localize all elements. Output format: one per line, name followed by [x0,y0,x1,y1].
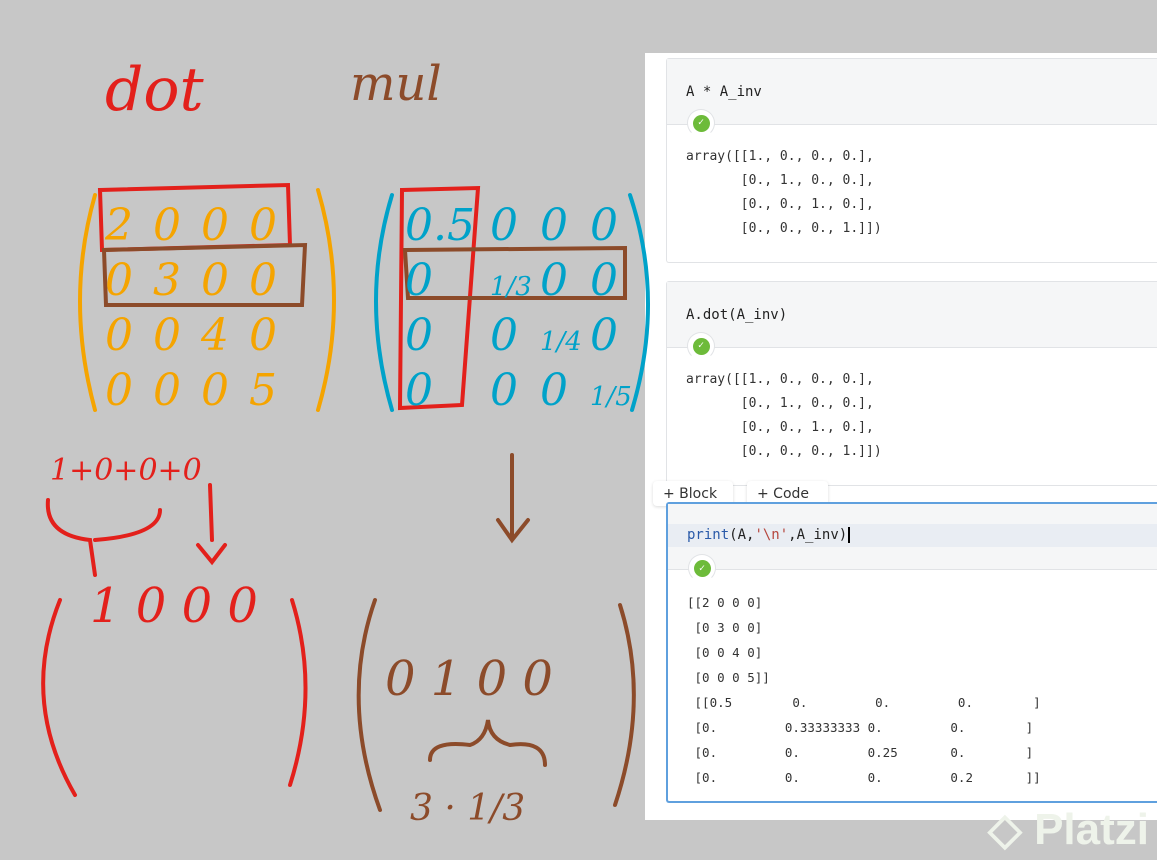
row-highlight-box-inv [402,245,627,300]
blue-left-paren [374,193,394,412]
active-line: print(A,'\n',A_inv) [668,524,1157,547]
brown-right-paren [613,603,636,807]
matrix-inv-entry: 0 [405,310,433,361]
matrix-a-entry: 0 [249,200,277,251]
matrix-a-entry: 0 [153,365,181,416]
column-highlight-box [397,185,481,411]
platzi-watermark-text: Platzi [1034,805,1149,854]
matrix-inv-entry: 0 [405,365,433,416]
run-success-badge: ✓ [687,332,715,360]
matrix-a-entry: 0 [201,200,229,251]
matrix-inv-entry: 0 [490,200,518,251]
matrix-inv-entry: 0 [490,310,518,361]
matrix-inv-entry: 0.5 [405,200,475,251]
code-arg: A, [737,527,755,543]
matrix-inv-entry: 0 [540,255,568,306]
orange-right-paren [316,188,336,412]
arrow-down-icon [196,483,227,566]
add-code-button[interactable]: + Code [747,481,828,506]
mul-result-note: 3 · 1/3 [410,788,525,829]
row-highlight-box [97,182,293,253]
code-string: '\n' [754,527,789,543]
text-cursor [848,527,851,543]
red-left-paren [41,598,77,797]
matrix-inv-entry: 1/4 [540,327,582,357]
cell-1-code[interactable]: A * A_inv ✓ [667,59,1157,137]
arrow-down-icon [496,453,530,544]
code-paren: ( [729,527,738,543]
platzi-logo-icon: ◇ [988,805,1035,854]
add-block-button[interactable]: + Block [653,481,733,506]
cell-3-code[interactable]: print(A,'\n',A_inv) ✓ [668,504,1157,582]
matrix-a-entry: 0 [105,310,133,361]
matrix-a-entry: 0 [153,310,181,361]
cell-3-output: [[2 0 0 0] [0 3 0 0] [0 0 4 0] [0 0 0 5]… [687,595,1041,785]
matrix-inv-entry: 0 [540,365,568,416]
matrix-inv-entry: 0 [405,255,433,306]
run-success-badge: ✓ [688,554,716,582]
matrix-a-entry: 2 [104,200,133,251]
run-success-badge: ✓ [687,109,715,137]
matrix-a-entry: 0 [249,310,277,361]
matrix-inv-entry: 1/5 [590,382,632,412]
code-paren: ) [838,527,848,543]
sum-label: 1+0+0+0 [50,453,202,488]
matrix-inv-entry: 0 [590,255,618,306]
check-icon: ✓ [693,559,711,577]
brace [428,719,547,767]
code-cell-1[interactable]: A * A_inv ✓ array([[1., 0., 0., 0.], [0.… [666,58,1157,263]
matrix-inv-entry: 0 [540,200,568,251]
orange-left-paren [78,193,97,412]
mul-label: mul [350,56,442,112]
matrix-inv-entry: 0 [590,200,618,251]
matrix-inv-entry: 1/3 [490,272,532,302]
row2-highlight-box [101,242,308,307]
check-icon: ✓ [692,114,710,132]
matrix-a-entry: 0 [201,365,229,416]
code-cell-3[interactable]: print(A,'\n',A_inv) ✓ [[2 0 0 0] [0 3 0 … [666,502,1157,803]
matrix-inv-entry: 0 [490,365,518,416]
matrix-a-entry: 0 [249,255,277,306]
cell-1-output: array([[1., 0., 0., 0.], [0., 1., 0., 0.… [686,149,882,236]
matrix-a-entry: 0 [105,365,133,416]
platzi-watermark: ◇ Platzi [988,805,1149,855]
matrix-a-entry: 3 [153,255,181,306]
mul-result-row: 0 1 0 0 [385,651,553,707]
check-icon: ✓ [692,337,710,355]
dot-label: dot [105,55,205,125]
cell-2-code-text: A.dot(A_inv) [686,307,788,323]
matrix-a-entry: 5 [249,365,277,416]
code-fn: print [687,527,730,543]
cell-2-output: array([[1., 0., 0., 0.], [0., 1., 0., 0.… [686,372,882,459]
matrix-a-entry: 4 [200,310,229,361]
code-cell-2[interactable]: A.dot(A_inv) ✓ array([[1., 0., 0., 0.], … [666,281,1157,486]
matrix-a-entry: 0 [201,255,229,306]
brown-left-paren [356,598,382,812]
code-arg: ,A_inv [788,527,839,543]
dot-result-row: 1 0 0 0 [90,578,258,634]
notebook-panel: A * A_inv ✓ array([[1., 0., 0., 0.], [0.… [645,53,1157,854]
brace [45,498,162,577]
matrix-a-entry: 0 [105,255,133,306]
cell-1-code-text: A * A_inv [686,84,762,100]
cell-2-code[interactable]: A.dot(A_inv) ✓ [667,282,1157,360]
matrix-inv-entry: 0 [590,310,618,361]
matrix-a-entry: 0 [153,200,181,251]
red-right-paren [288,598,308,787]
